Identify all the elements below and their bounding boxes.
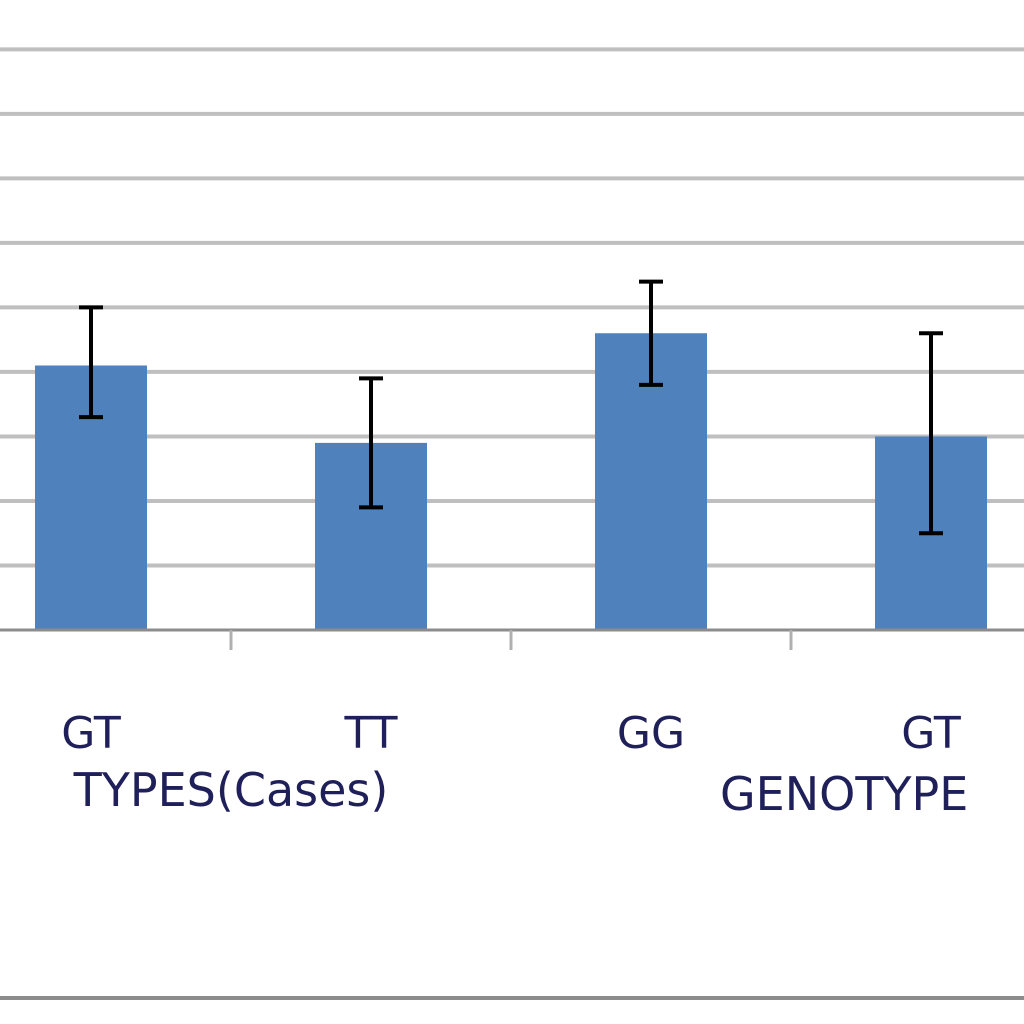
category-label: GG xyxy=(617,708,685,759)
category-label: TT xyxy=(344,708,398,759)
gridlines xyxy=(0,47,1024,568)
error-bar xyxy=(919,331,943,536)
error-bar xyxy=(359,376,383,510)
error-bars xyxy=(79,279,943,536)
error-bar xyxy=(79,305,103,420)
error-bar xyxy=(639,279,663,387)
category-label: GT xyxy=(901,708,961,759)
group-label: TYPES(Cases) xyxy=(73,763,389,817)
category-label: GT xyxy=(61,708,121,759)
x-axis xyxy=(0,628,1024,650)
group-label: GENOTYPE xyxy=(720,767,968,821)
